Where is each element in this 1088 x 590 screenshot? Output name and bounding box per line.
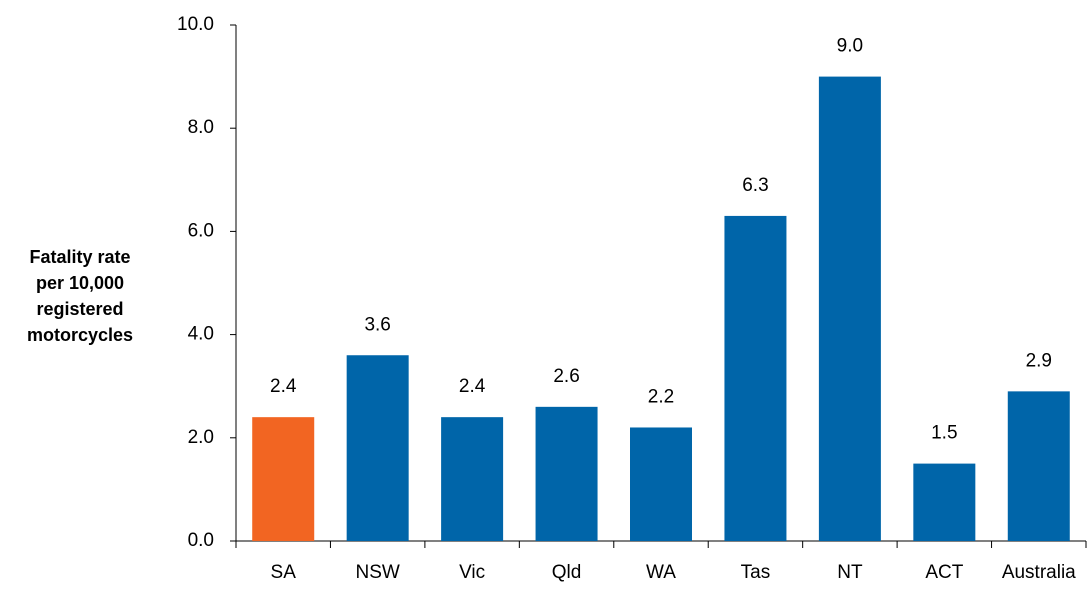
bar xyxy=(724,215,787,542)
value-label: 1.5 xyxy=(931,423,957,444)
y-tick-label: 2.0 xyxy=(188,427,214,448)
value-label: 6.3 xyxy=(742,175,768,196)
bar xyxy=(252,417,315,541)
bar xyxy=(913,463,976,541)
value-label: 2.4 xyxy=(270,376,297,397)
bar xyxy=(441,417,504,541)
x-tick-label: WA xyxy=(646,562,676,583)
value-label: 2.9 xyxy=(1026,350,1052,371)
bar xyxy=(818,76,881,541)
y-axis-label: registered xyxy=(36,299,123,319)
y-tick-label: 4.0 xyxy=(188,324,214,345)
value-label: 2.4 xyxy=(459,376,486,397)
y-axis-label: per 10,000 xyxy=(36,273,124,293)
bar xyxy=(535,406,598,541)
y-tick-label: 10.0 xyxy=(177,14,214,35)
x-tick-label: Qld xyxy=(552,562,582,583)
value-label: 3.6 xyxy=(364,314,390,335)
value-label: 2.6 xyxy=(553,366,579,387)
value-label: 2.2 xyxy=(648,386,674,407)
y-axis-label: motorcycles xyxy=(27,325,133,345)
x-tick-label: NT xyxy=(837,562,863,583)
y-axis-label: Fatality rate xyxy=(29,247,130,267)
bar xyxy=(346,355,409,541)
x-tick-label: Australia xyxy=(1002,562,1076,583)
x-tick-label: NSW xyxy=(356,562,400,583)
y-tick-label: 0.0 xyxy=(188,530,214,551)
x-tick-label: Tas xyxy=(741,562,771,583)
value-label: 9.0 xyxy=(837,36,863,57)
x-tick-label: SA xyxy=(271,562,297,583)
y-tick-label: 6.0 xyxy=(188,220,214,241)
x-tick-label: Vic xyxy=(459,562,485,583)
bar xyxy=(1007,391,1070,541)
y-tick-label: 8.0 xyxy=(188,117,214,138)
bar xyxy=(630,427,692,541)
x-tick-label: ACT xyxy=(925,562,963,583)
